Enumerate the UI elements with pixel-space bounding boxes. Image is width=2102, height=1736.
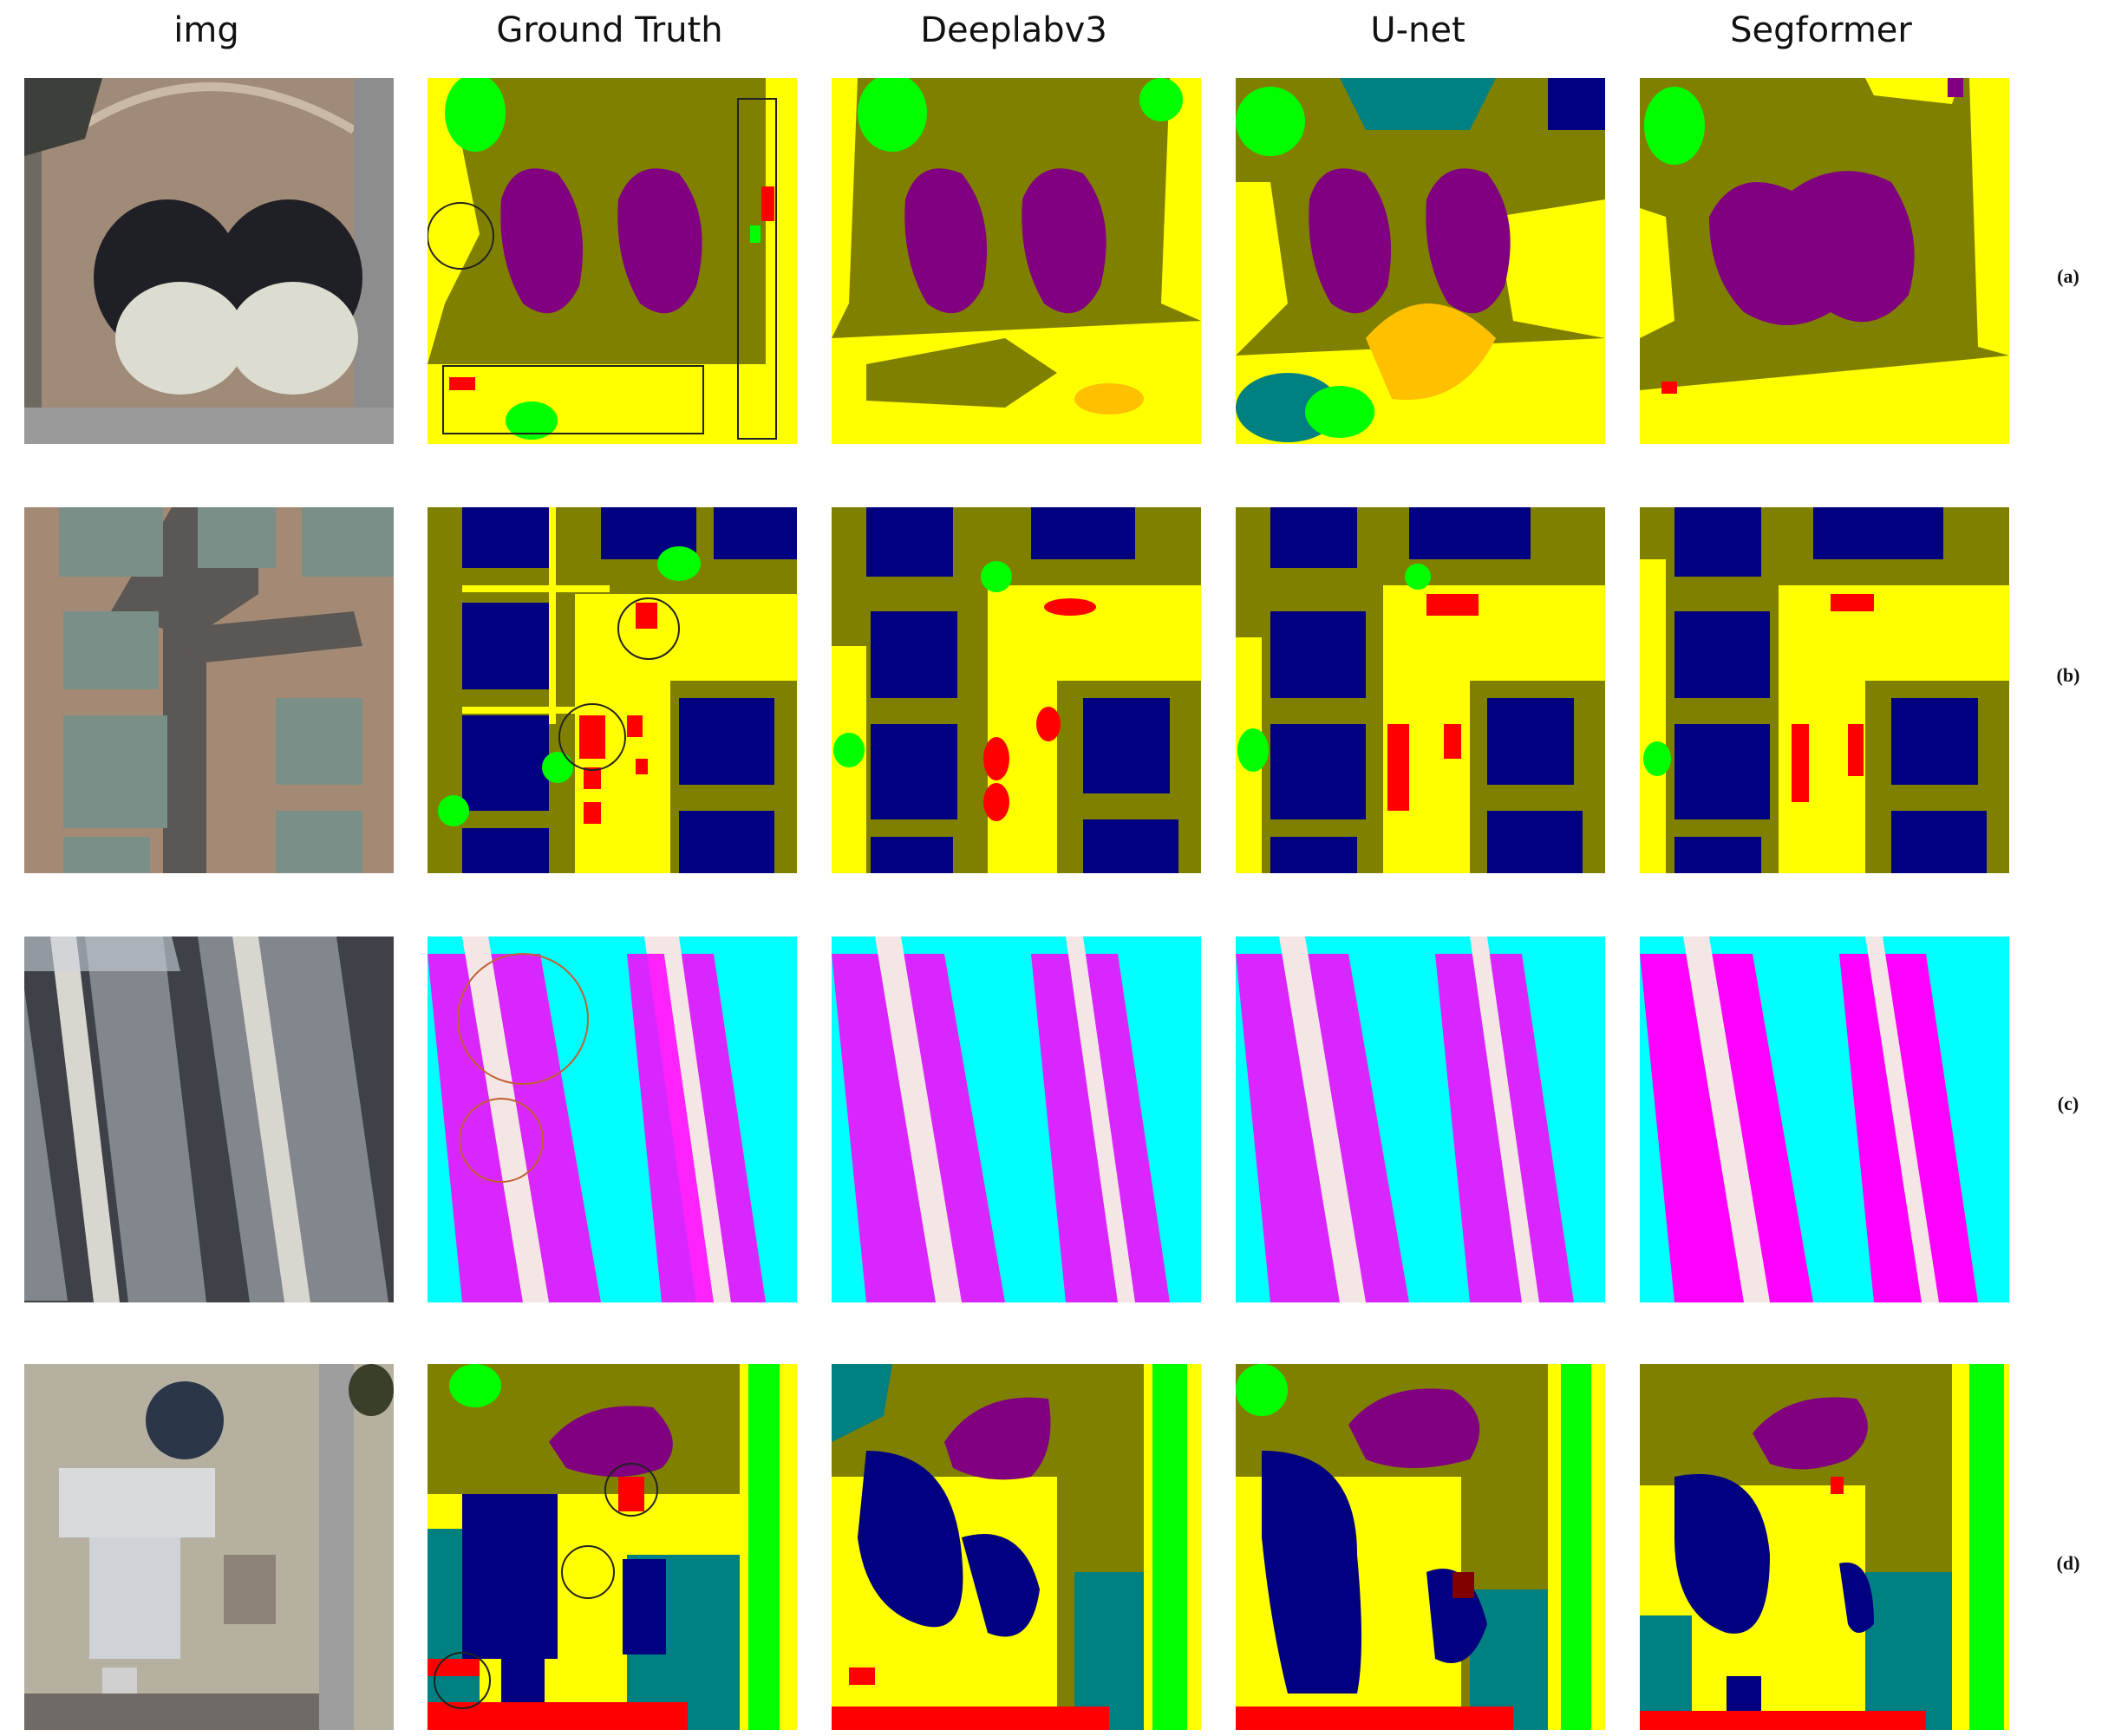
row-b-ground-truth [428, 507, 797, 873]
row-a-input-image [24, 78, 394, 444]
row-c-input-image [24, 937, 394, 1302]
row-d-segformer [1640, 1364, 2009, 1730]
row-b-unet [1236, 507, 1605, 873]
row-d-deeplabv3 [832, 1364, 1201, 1730]
row-a-segformer [1640, 78, 2009, 444]
row-b-deeplabv3 [832, 507, 1201, 873]
row-d-unet [1236, 1364, 1605, 1730]
row-b-segformer [1640, 507, 2009, 873]
row-c-segformer [1640, 937, 2009, 1302]
row-d-input-image [24, 1364, 394, 1730]
column-header-deeplabv3: Deeplabv3 [920, 10, 1107, 50]
row-a-ground-truth [428, 78, 797, 444]
column-header-segformer: Segformer [1730, 10, 1912, 50]
row-b-input-image [24, 507, 394, 873]
row-a-deeplabv3 [832, 78, 1201, 444]
row-label-c: (c) [2057, 1093, 2079, 1114]
row-label-b: (b) [2056, 664, 2080, 686]
column-header-unet: U-net [1370, 10, 1466, 50]
row-c-deeplabv3 [832, 937, 1201, 1302]
row-c-unet [1236, 937, 1605, 1302]
column-header-ground-truth: Ground Truth [496, 10, 723, 50]
row-a-unet [1236, 78, 1605, 444]
row-label-d: (d) [2056, 1552, 2080, 1574]
column-header-img: img [173, 10, 239, 50]
row-d-ground-truth [428, 1364, 797, 1730]
row-c-ground-truth [428, 937, 797, 1302]
row-label-a: (a) [2057, 265, 2079, 287]
